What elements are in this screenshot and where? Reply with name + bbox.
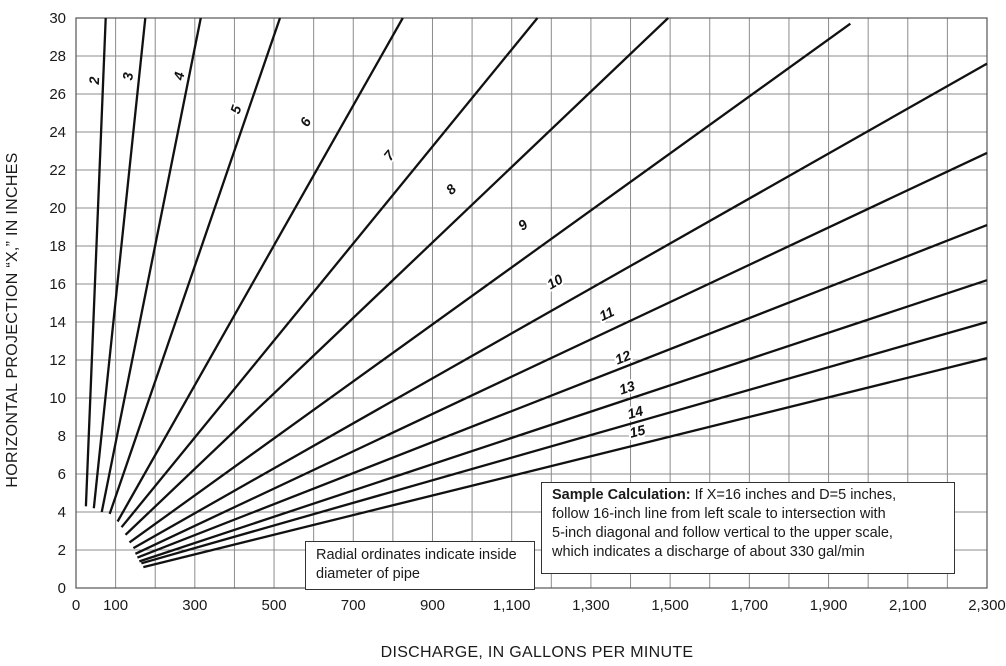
series-label-3: 3 — [119, 71, 136, 81]
y-tick-label: 12 — [49, 352, 66, 369]
x-tick-label: 1,900 — [810, 597, 848, 614]
sample-calculation-note: Sample Calculation: If X=16 inches and D… — [541, 482, 955, 574]
series-label-13: 13 — [617, 377, 637, 397]
y-tick-label: 18 — [49, 238, 66, 255]
series-line-2 — [84, 17, 107, 507]
series-label-9: 9 — [515, 216, 531, 234]
series-label-11: 11 — [597, 303, 617, 324]
y-tick-label: 10 — [49, 390, 66, 407]
series-line-8 — [124, 17, 669, 536]
y-tick-label: 22 — [49, 162, 66, 179]
x-axis-ticks: 0 100 300 500 700 900 1,100 1,300 1,500 1,700 1,90… — [72, 597, 1006, 614]
x-tick-label: 900 — [420, 597, 445, 614]
y-tick-label: 20 — [49, 200, 66, 217]
series-label-2: 2 — [86, 76, 102, 86]
series-line-9 — [128, 22, 852, 544]
sample-note-line-4: which indicates a discharge of about 330… — [552, 544, 865, 560]
x-axis-title: DISCHARGE, IN GALLONS PER MINUTE — [381, 644, 694, 661]
series-line-11 — [134, 151, 988, 555]
y-tick-label: 16 — [49, 276, 66, 293]
series-label-8: 8 — [442, 181, 459, 198]
series-line-13 — [139, 279, 988, 563]
series-line-5 — [108, 17, 282, 515]
x-tick-label: 2,100 — [889, 597, 927, 614]
x-tick-label: 0 — [72, 597, 80, 614]
radial-ordinates-note: Radial ordinates indicate inside diamete… — [305, 541, 535, 590]
series-line-14 — [141, 320, 988, 565]
y-tick-label: 28 — [49, 48, 66, 65]
sample-note-line-2: follow 16-inch line from left scale to i… — [552, 506, 886, 522]
series-label-14: 14 — [625, 402, 645, 422]
series-lines — [84, 17, 988, 569]
sample-note-line-3: 5-inch diagonal and follow vertical to t… — [552, 525, 893, 541]
series-line-6 — [116, 17, 404, 523]
x-tick-label: 1,300 — [572, 597, 610, 614]
series-label-4: 4 — [170, 70, 187, 82]
y-tick-label: 30 — [49, 10, 66, 27]
series-line-4 — [100, 17, 202, 513]
series-label-15: 15 — [628, 421, 647, 440]
y-tick-label: 8 — [58, 428, 66, 445]
x-tick-label: 300 — [182, 597, 207, 614]
x-tick-label: 1,500 — [651, 597, 689, 614]
y-tick-label: 26 — [49, 86, 66, 103]
y-tick-label: 4 — [58, 504, 66, 521]
series-line-12 — [136, 224, 988, 559]
x-tick-label: 2,300 — [968, 597, 1006, 614]
y-axis-title: HORIZONTAL PROJECTION “X,” IN INCHES — [4, 152, 21, 487]
sample-note-heading: Sample Calculation: — [552, 487, 691, 503]
x-tick-label: 700 — [341, 597, 366, 614]
y-tick-label: 0 — [58, 580, 66, 597]
series-line-7 — [120, 17, 539, 528]
y-tick-label: 2 — [58, 542, 66, 559]
y-tick-label: 6 — [58, 466, 66, 483]
x-tick-label: 1,700 — [731, 597, 769, 614]
y-tick-label: 24 — [49, 124, 66, 141]
series-label-5: 5 — [227, 103, 245, 116]
series-line-3 — [92, 17, 147, 509]
radial-note-text: Radial ordinates indicate inside diamete… — [316, 547, 517, 582]
series-line-15 — [143, 356, 988, 569]
x-tick-label: 500 — [262, 597, 287, 614]
series-label-7: 7 — [380, 146, 398, 163]
x-tick-label: 1,100 — [493, 597, 531, 614]
series-label-10: 10 — [544, 271, 566, 293]
series-label-6: 6 — [296, 114, 314, 129]
y-tick-label: 14 — [49, 314, 66, 331]
x-tick-label: 100 — [103, 597, 128, 614]
series-line-10 — [132, 62, 988, 550]
sample-note-line-1: If X=16 inches and D=5 inches, — [690, 487, 897, 503]
